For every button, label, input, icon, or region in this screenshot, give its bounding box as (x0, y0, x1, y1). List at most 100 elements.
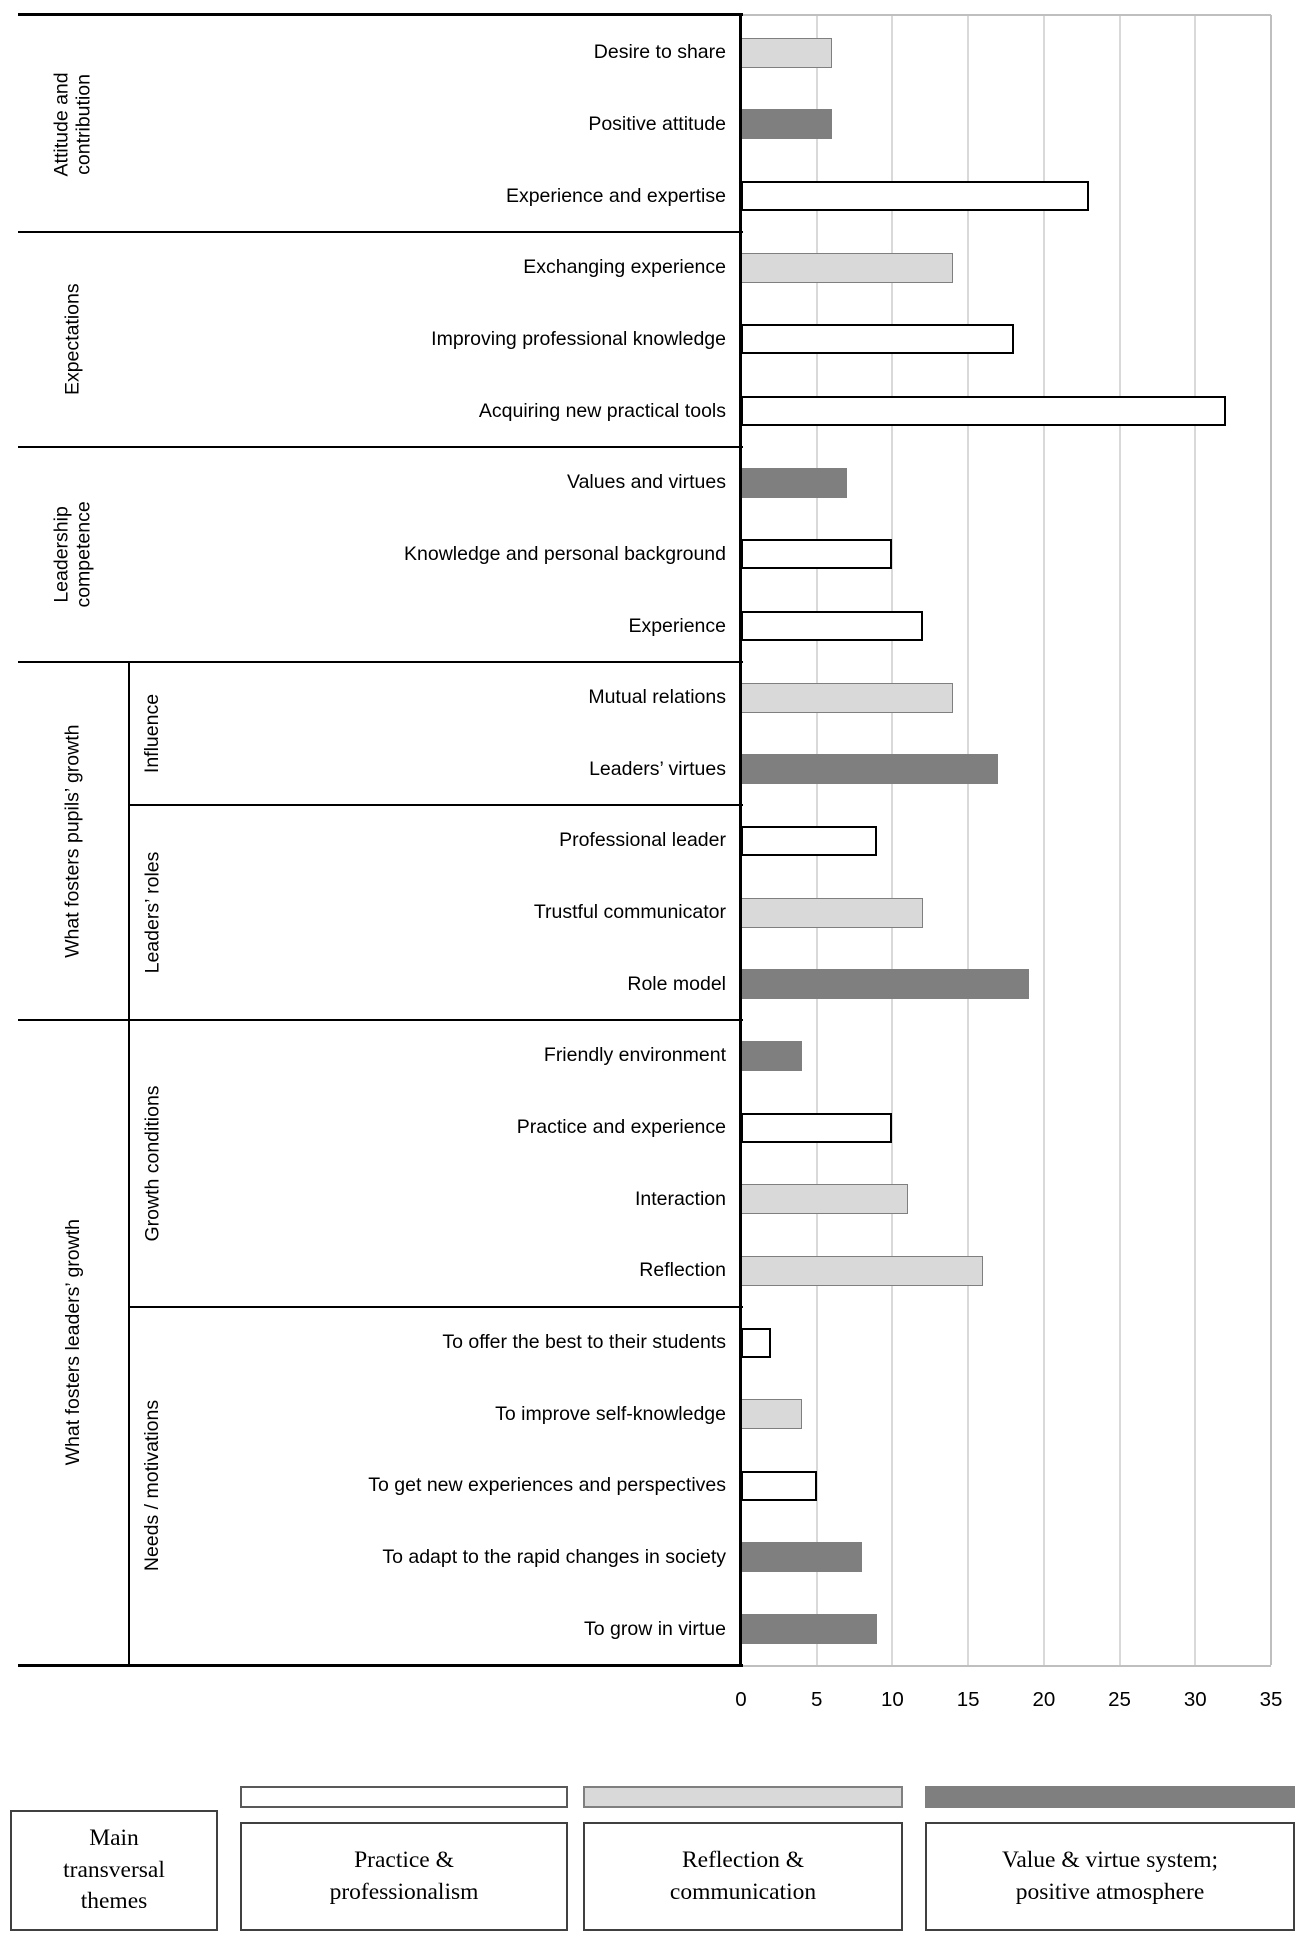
subgroup-label-box: Growth conditions (128, 1020, 178, 1307)
bar-practice (741, 1112, 893, 1143)
bar-reflection (741, 37, 832, 68)
bar-reflection (741, 1184, 908, 1215)
bar-label: Experience (628, 614, 726, 637)
section-divider (18, 660, 743, 664)
x-tick-label: 0 (735, 1688, 747, 1711)
group-label-box: Leadership competence (18, 447, 128, 662)
section-divider (18, 445, 743, 449)
group-label-box: What fosters pupils’ growth (18, 662, 128, 1020)
bar-practice (741, 324, 1014, 355)
bar-label: To offer the best to their students (442, 1331, 726, 1353)
bar-practice (741, 825, 878, 856)
section-divider (18, 1018, 743, 1022)
plot-top-border (741, 14, 1271, 16)
category-axis-line (739, 13, 742, 1667)
bar-label: Mutual relations (588, 686, 726, 709)
subgroup-label-box: Influence (128, 662, 178, 805)
panel-bottom-border (18, 1664, 743, 1667)
bar-value (741, 1614, 878, 1645)
x-tick-label: 10 (881, 1688, 904, 1711)
panel-top-border (18, 13, 743, 16)
subgroup-column-divider (128, 661, 130, 1021)
bar-label: Leaders’ virtues (589, 757, 726, 780)
bar-reflection (741, 897, 923, 928)
group-label: What fosters pupils’ growth (61, 724, 84, 958)
bar-practice (741, 1327, 772, 1358)
bar-label: Knowledge and personal background (404, 542, 726, 565)
bar-label: Values and virtues (567, 471, 726, 494)
bar-label: Interaction (634, 1187, 726, 1210)
subgroup-label: Influence (141, 693, 164, 774)
legend-main-themes-box: Main transversal themes (10, 1810, 218, 1931)
group-label-box: Attitude and contribution (18, 17, 128, 232)
subgroup-label-box: Leaders’ roles (128, 805, 178, 1020)
subgroup-divider (128, 804, 743, 807)
bar-label: Experience and expertise (505, 184, 726, 207)
bar-reflection (741, 682, 953, 713)
x-tick-label: 35 (1259, 1688, 1283, 1711)
plot-bottom-border (741, 1665, 1271, 1667)
x-tick-label: 5 (811, 1688, 823, 1711)
bar-label: Exchanging experience (523, 256, 726, 279)
legend-swatch-reflection (583, 1786, 903, 1808)
x-tick-label: 20 (1032, 1688, 1056, 1711)
bar-label: Acquiring new practical tools (478, 399, 726, 422)
x-tick-label: 15 (956, 1688, 980, 1711)
legend-entry-reflection-label: Reflection & communication (669, 1846, 817, 1905)
group-label: What fosters leaders’ growth (61, 1219, 84, 1466)
bar-value (741, 969, 1029, 1000)
x-tick-label: 30 (1183, 1688, 1207, 1711)
subgroup-label-box: Needs / motivations (128, 1307, 178, 1665)
section-divider (18, 230, 743, 234)
bar-value (741, 1040, 802, 1071)
subgroup-label: Leaders’ roles (141, 851, 164, 974)
bar-value (741, 109, 832, 140)
bar-practice (741, 181, 1090, 212)
bar-value (741, 754, 999, 785)
bar-practice (741, 396, 1226, 427)
gridline (1042, 15, 1045, 1665)
legend-swatch-value (925, 1786, 1295, 1808)
bar-label: Reflection (639, 1259, 726, 1282)
gridline (967, 15, 970, 1665)
group-label: Leadership competence (50, 501, 95, 608)
subgroup-label: Needs / motivations (141, 1400, 164, 1572)
bar-value (741, 1542, 863, 1573)
subgroup-divider (128, 1305, 743, 1308)
bar-label: Improving professional knowledge (431, 327, 726, 350)
group-label-box: What fosters leaders’ growth (18, 1020, 128, 1665)
group-label-box: Expectations (18, 232, 128, 447)
bar-practice (741, 611, 923, 642)
legend-entry-value: Value & virtue system; positive atmosphe… (925, 1822, 1295, 1931)
legend-entry-reflection: Reflection & communication (583, 1822, 903, 1931)
bar-reflection (741, 1399, 802, 1430)
gridline (1270, 15, 1272, 1665)
legend-entry-practice-label: Practice & professionalism (329, 1846, 479, 1905)
gridline (891, 15, 894, 1665)
grouped-horizontal-bar-chart: Desire to share Positive attitude Experien… (18, 13, 1283, 1711)
x-tick-label: 25 (1108, 1688, 1131, 1711)
bar-label: Desire to share (593, 41, 726, 64)
bar-label: Trustful communicator (533, 901, 726, 924)
legend-entry-value-label: Value & virtue system; positive atmosphe… (1001, 1846, 1219, 1905)
bar-label: To adapt to the rapid changes in society (382, 1545, 726, 1568)
bar-label: To get new experiences and perspectives (368, 1474, 726, 1497)
subgroup-column-divider (128, 1020, 130, 1665)
group-label: Expectations (61, 283, 84, 396)
legend-swatch-practice (240, 1786, 568, 1808)
bar-label: Practice and experience (516, 1116, 726, 1139)
bar-label: Positive attitude (588, 112, 726, 135)
legend-main-themes-label: Main transversal themes (63, 1824, 165, 1915)
bar-practice (741, 539, 893, 570)
bar-value (741, 467, 847, 498)
bar-practice (741, 1470, 817, 1501)
gridline (1194, 15, 1197, 1665)
bar-reflection (741, 1255, 984, 1286)
bar-label: Professional leader (559, 829, 726, 852)
bar-label: Friendly environment (543, 1044, 726, 1067)
gridline (1118, 15, 1121, 1665)
bar-label: To grow in virtue (584, 1617, 726, 1640)
bar-reflection (741, 252, 953, 283)
legend-entry-practice: Practice & professionalism (240, 1822, 568, 1931)
